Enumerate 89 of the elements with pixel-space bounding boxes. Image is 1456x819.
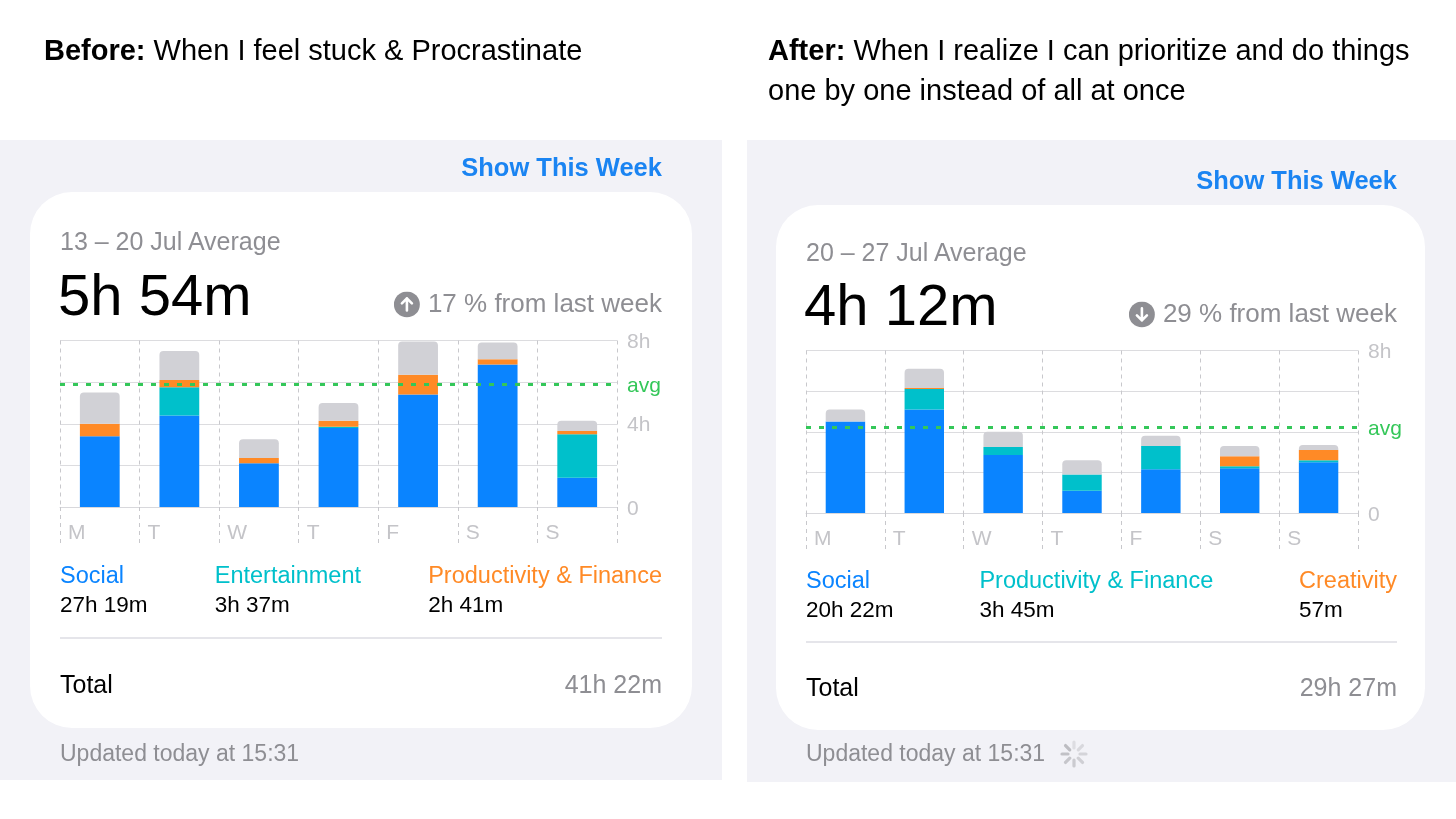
text: 2h 41m <box>428 591 505 619</box>
bar <box>557 477 598 507</box>
text: Productivity & Finance <box>428 561 662 590</box>
bar <box>159 350 200 381</box>
text: Total <box>60 669 113 699</box>
bar <box>79 392 120 424</box>
bar <box>1298 444 1339 451</box>
x-tick-label: F <box>1129 526 1143 549</box>
text: 27h 19m <box>60 591 148 619</box>
y-tick-label: 8h <box>1368 339 1392 362</box>
text: Social <box>60 561 125 590</box>
x-tick-label: S <box>1208 526 1223 549</box>
bar <box>1141 445 1181 470</box>
bar <box>1062 490 1102 513</box>
x-tick-label: F <box>386 520 400 543</box>
text: 20h 22m <box>806 596 894 624</box>
bar <box>1141 435 1181 446</box>
y-tick-label: 8h <box>627 329 651 352</box>
x-tick-label: T <box>1050 526 1064 549</box>
bar <box>1062 474 1102 491</box>
bar <box>1298 460 1339 463</box>
x-tick-label: W <box>971 526 992 549</box>
text: Productivity & Finance <box>979 566 1214 595</box>
text: Total <box>806 672 859 702</box>
bar <box>1220 445 1260 457</box>
bar <box>557 431 598 435</box>
chart-title: After: When I realize I can prioritize and do things one by one instead of all at once <box>768 34 1410 106</box>
bar <box>159 415 200 507</box>
chart-title: Before: When I feel stuck & Procrastinate <box>44 34 583 66</box>
bar <box>904 409 944 513</box>
y-tick-label: 4h <box>627 412 651 436</box>
ref-line-label: avg <box>1368 416 1402 440</box>
bar <box>825 409 866 422</box>
bar <box>318 427 359 507</box>
bar <box>1220 456 1260 467</box>
bar <box>825 421 866 513</box>
bar <box>477 364 518 507</box>
text: 3h 37m <box>214 591 291 619</box>
bar <box>239 463 279 507</box>
text: 3h 45m <box>979 596 1056 624</box>
text: 20 – 27 Jul Average <box>806 237 1027 267</box>
bar <box>79 423 120 437</box>
bar <box>239 439 279 459</box>
text: 13 – 20 Jul Average <box>60 226 281 256</box>
bar <box>1298 450 1339 461</box>
bar <box>983 455 1023 513</box>
text: 29h 27m <box>1299 672 1397 702</box>
bar <box>477 359 518 365</box>
bar <box>239 458 279 464</box>
text: 17 % from last week <box>427 288 662 320</box>
bar <box>79 436 120 507</box>
x-tick-label: S <box>1287 526 1302 549</box>
bar <box>477 342 518 360</box>
bar <box>398 394 438 507</box>
text: Updated today at 15:31 <box>60 740 300 768</box>
text: Show This Week <box>461 151 662 183</box>
bar <box>1298 462 1339 513</box>
bar <box>398 374 438 395</box>
x-tick-label: T <box>306 520 320 543</box>
bar <box>318 402 359 421</box>
x-tick-label: S <box>545 520 560 543</box>
y-tick-label: 0 <box>627 495 639 519</box>
bar <box>159 387 200 416</box>
text: 29 % from last week <box>1162 298 1397 330</box>
text: 4h 12m <box>804 271 998 340</box>
x-tick-label: S <box>465 520 480 543</box>
text: 5h 54m <box>58 261 252 330</box>
bar <box>983 446 1023 456</box>
text: 57m <box>1299 596 1344 624</box>
text: Social <box>806 566 871 595</box>
x-tick-label: W <box>227 520 248 543</box>
text: Creativity <box>1299 566 1397 595</box>
bar <box>904 368 944 389</box>
text: Show This Week <box>1196 164 1397 196</box>
text: Entertainment <box>214 561 362 590</box>
x-tick-label: M <box>814 526 832 549</box>
text: 41h 22m <box>564 669 662 699</box>
bar <box>557 434 598 478</box>
bar <box>1141 469 1181 513</box>
x-tick-label: T <box>892 526 906 549</box>
text: Updated today at 15:31 <box>806 740 1046 768</box>
bar <box>904 389 944 410</box>
x-tick-label: M <box>68 520 86 543</box>
x-tick-label: T <box>147 520 161 543</box>
y-tick-label: 0 <box>1368 501 1380 525</box>
bar <box>318 420 359 427</box>
ref-line-label: avg <box>627 372 661 396</box>
bar <box>1220 468 1260 513</box>
bar <box>1220 466 1260 469</box>
